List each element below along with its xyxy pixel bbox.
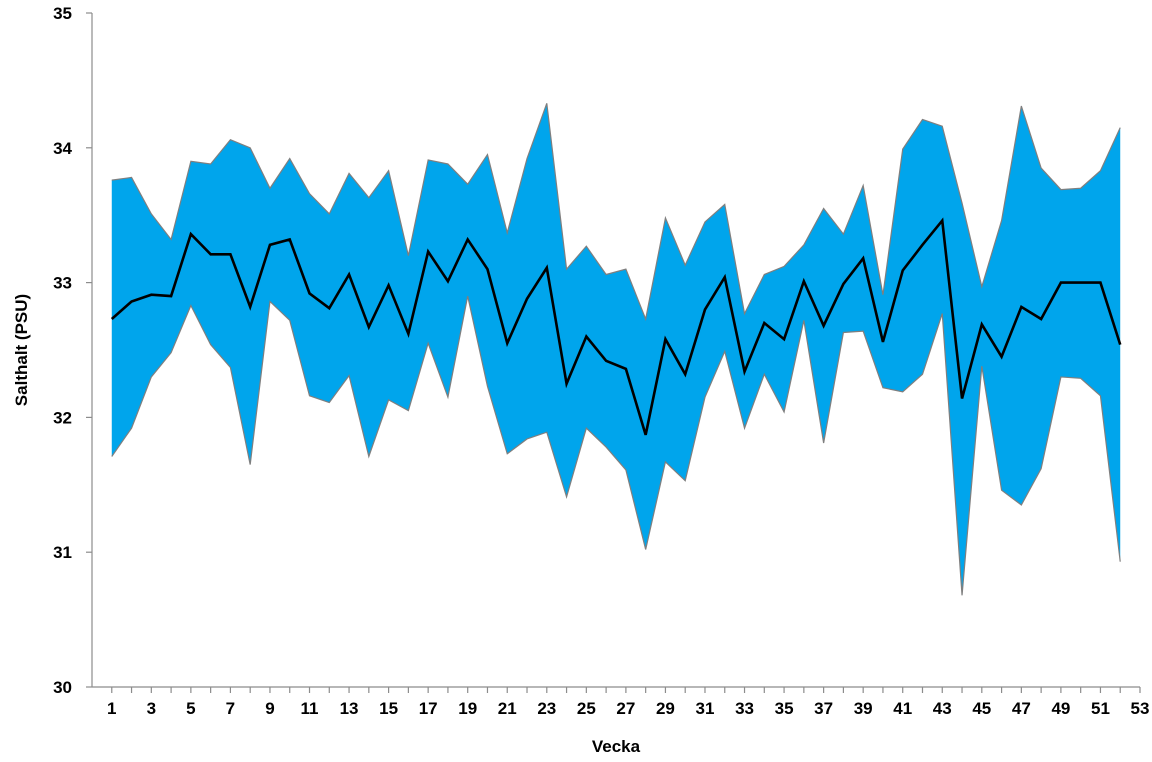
x-tick-label: 53 <box>1131 699 1150 718</box>
y-tick-label: 33 <box>53 274 72 293</box>
x-tick-label: 19 <box>458 699 477 718</box>
y-tick-label: 32 <box>53 408 72 427</box>
x-tick-label: 9 <box>265 699 274 718</box>
x-axis-title: Vecka <box>592 737 641 756</box>
x-tick-label: 39 <box>854 699 873 718</box>
x-tick-label: 15 <box>379 699 398 718</box>
x-tick-label: 23 <box>537 699 556 718</box>
x-tick-label: 7 <box>226 699 235 718</box>
x-tick-label: 13 <box>340 699 359 718</box>
x-tick-label: 51 <box>1091 699 1110 718</box>
x-tick-label: 37 <box>814 699 833 718</box>
x-tick-label: 3 <box>147 699 156 718</box>
x-tick-label: 47 <box>1012 699 1031 718</box>
x-tick-label: 41 <box>893 699 912 718</box>
x-tick-label: 49 <box>1051 699 1070 718</box>
x-tick-label: 31 <box>696 699 715 718</box>
x-tick-label: 35 <box>775 699 794 718</box>
y-axis-title: Salthalt (PSU) <box>12 294 31 406</box>
y-tick-label: 35 <box>53 4 72 23</box>
x-tick-label: 43 <box>933 699 952 718</box>
y-tick-label: 31 <box>53 543 72 562</box>
mean-series-line <box>110 217 1122 436</box>
x-tick-label: 45 <box>972 699 991 718</box>
x-tick-label: 29 <box>656 699 675 718</box>
x-tick-label: 27 <box>616 699 635 718</box>
min-series-line <box>111 295 1121 596</box>
max-series-line <box>111 103 1121 322</box>
x-tick-label: 25 <box>577 699 596 718</box>
x-tick-label: 17 <box>419 699 438 718</box>
x-tick-label: 1 <box>107 699 116 718</box>
x-tick-label: 21 <box>498 699 517 718</box>
x-tick-label: 5 <box>186 699 195 718</box>
y-tick-label: 30 <box>53 678 72 697</box>
range-band <box>111 103 1121 596</box>
x-tick-label: 33 <box>735 699 754 718</box>
y-tick-label: 34 <box>53 139 72 158</box>
x-tick-label: 11 <box>301 699 319 718</box>
